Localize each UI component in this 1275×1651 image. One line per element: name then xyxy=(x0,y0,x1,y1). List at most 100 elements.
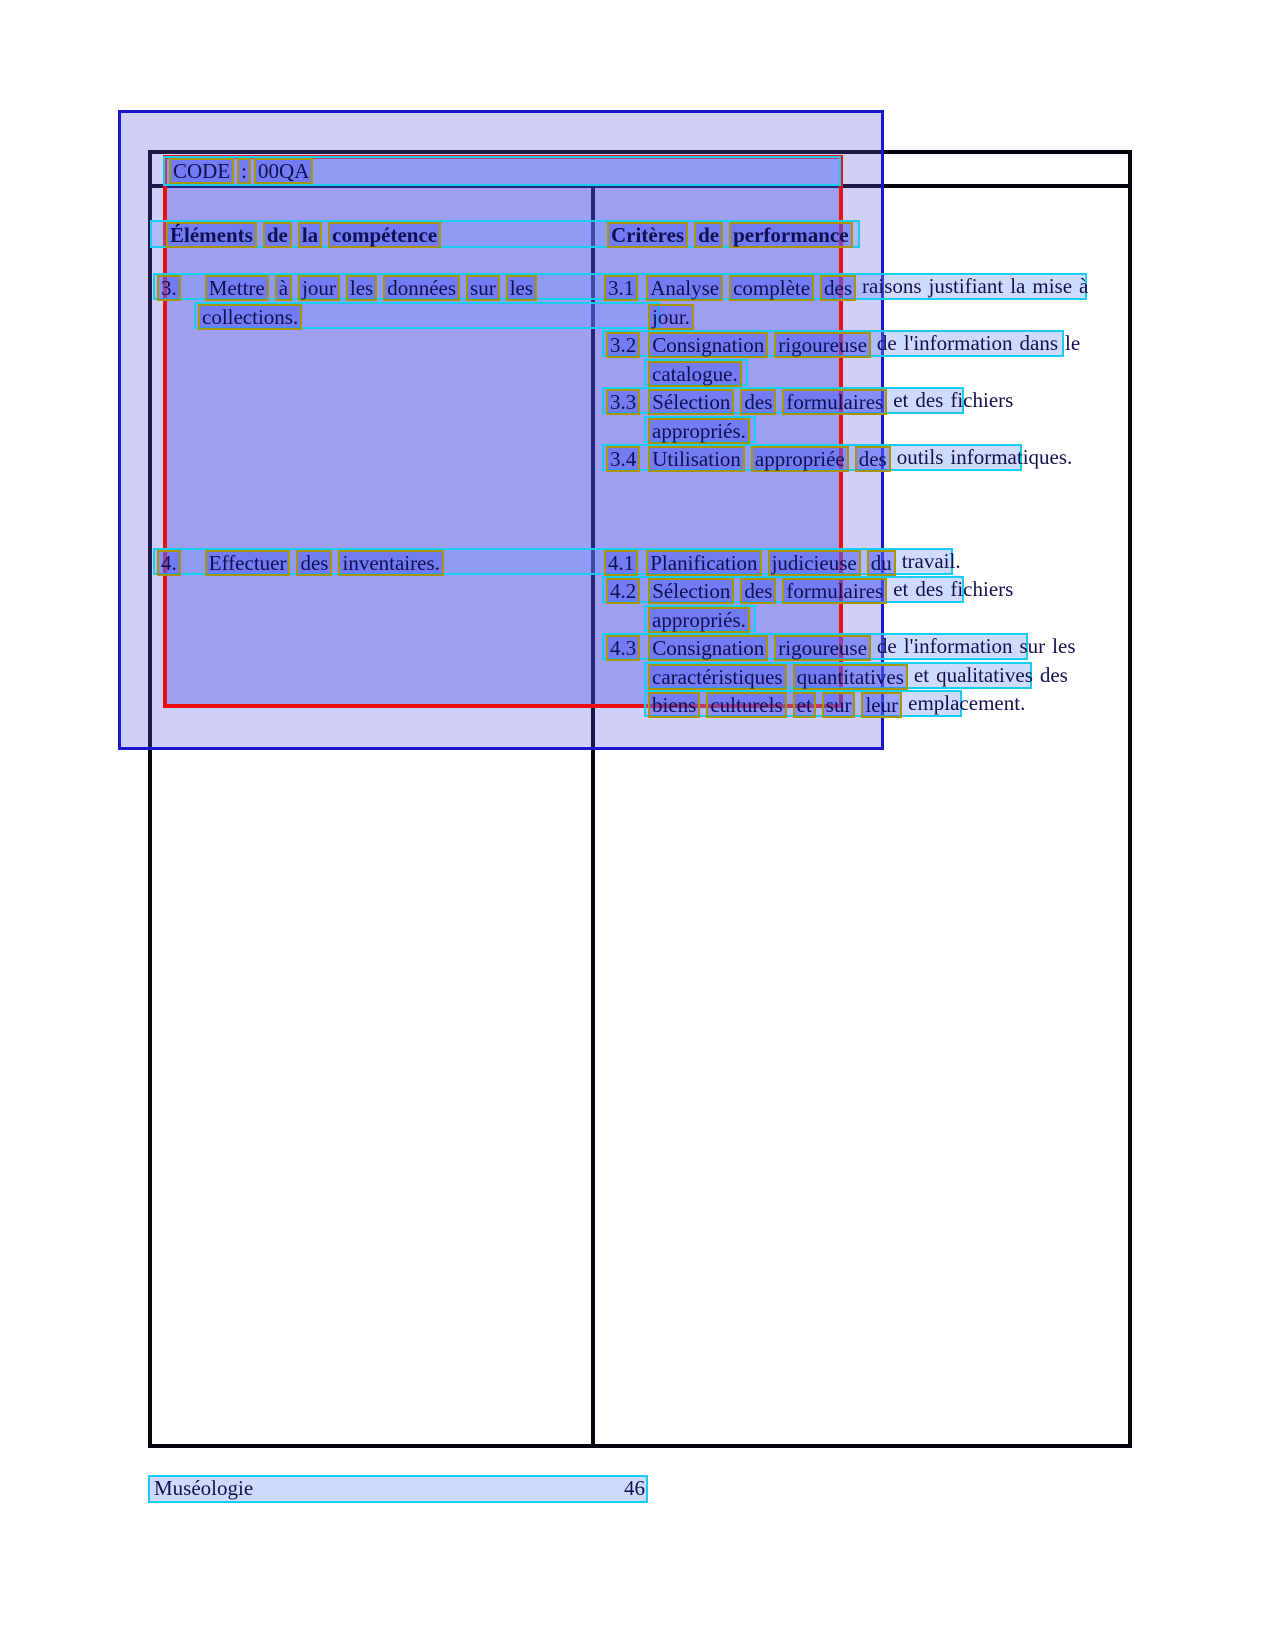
ocr-word-box: Mettre xyxy=(204,275,269,301)
ocr-line-c43a: 4.3 Consignation rigoureuse de l'information… xyxy=(602,633,1076,661)
ocr-line-segment: Éléments de la compétence xyxy=(166,222,447,248)
ocr-word-box: culturels xyxy=(706,692,787,718)
ocr-line-segment: 3. Mettre à jour les données sur les xyxy=(157,275,543,301)
ocr-line-segment: collections. xyxy=(198,304,308,330)
ocr-line-segment: 4.3 Consignation rigoureuse de l'information… xyxy=(606,635,1083,661)
ocr-word-box: Effectuer xyxy=(204,550,291,576)
ocr-line-headers: Éléments de la compétence Critères de performa… xyxy=(150,220,860,248)
competency-table-border xyxy=(148,150,1132,1448)
ocr-word: l'information xyxy=(903,331,1013,355)
ocr-line-segment: jour. xyxy=(648,304,700,330)
ocr-word: de xyxy=(876,634,897,658)
ocr-word-box: Sélection xyxy=(648,389,735,415)
ocr-line-segment: catalogue. xyxy=(648,361,748,387)
ocr-word: informatiques. xyxy=(950,445,1073,469)
ocr-word-box: CODE xyxy=(169,158,235,184)
ocr-line-segment: 4.1 Planification judicieuse du travail. xyxy=(604,550,968,576)
ocr-line-footer: Muséologie 46 xyxy=(148,1475,648,1503)
ocr-line-segment: appropriés. xyxy=(648,418,756,444)
ocr-word-box: des xyxy=(740,389,777,415)
ocr-line-c32a: 3.2 Consignation rigoureuse de l'information… xyxy=(602,330,1080,358)
ocr-word-box: appropriée xyxy=(750,446,849,472)
ocr-line-segment: 46 xyxy=(624,1477,652,1499)
ocr-line-c32b: catalogue. xyxy=(644,359,748,387)
ocr-line-c42a: 4.2 Sélection des formulaires et des fichiers xyxy=(602,576,1013,604)
ocr-line-c43c: biens culturels et sur leur emplacement. xyxy=(644,690,1025,718)
ocr-word: des xyxy=(1039,663,1068,687)
ocr-word: la xyxy=(1010,274,1026,298)
ocr-word: des xyxy=(915,388,944,412)
ocr-line-segment: 4. Effectuer des inventaires. xyxy=(157,550,450,576)
ocr-line-row4: 4. Effectuer des inventaires. 4.1 Planificati… xyxy=(153,548,961,576)
ocr-word-box: 4.3 xyxy=(606,635,641,661)
ocr-word-box: les xyxy=(345,275,378,301)
ocr-word: justifiant xyxy=(928,274,1004,298)
ocr-line-c33a: 3.3 Sélection des formulaires et des fichiers xyxy=(602,387,1013,415)
ocr-word-box: la xyxy=(297,222,323,248)
ocr-word-box: 3.4 xyxy=(606,446,641,472)
ocr-word: sur xyxy=(1019,634,1046,658)
ocr-line-segment: Muséologie xyxy=(154,1477,260,1499)
ocr-word-box: rigoureuse xyxy=(774,635,871,661)
ocr-word-box: Consignation xyxy=(648,332,769,358)
ocr-line-c34: 3.4 Utilisation appropriée des outils informa… xyxy=(602,444,1072,472)
ocr-word-box: formulaires xyxy=(782,389,888,415)
ocr-word-box: 4. xyxy=(157,550,181,576)
ocr-word-box: performance xyxy=(729,222,853,248)
ocr-word-box: les xyxy=(505,275,538,301)
ocr-line-segment: biens culturels et sur leur emplacement. xyxy=(648,692,1032,718)
ocr-word: de xyxy=(876,331,897,355)
ocr-word-box: à xyxy=(274,275,293,301)
ocr-word-box: appropriés. xyxy=(648,418,750,444)
ocr-word: et xyxy=(893,577,909,601)
ocr-word-box: 3.1 xyxy=(604,275,639,301)
ocr-word-box: Planification xyxy=(646,550,762,576)
ocr-word: 46 xyxy=(624,1476,645,1500)
ocr-word: fichiers xyxy=(950,388,1014,412)
ocr-line-code: CODE:00QA xyxy=(163,156,841,186)
ocr-line-segment: Critères de performance xyxy=(607,222,859,248)
ocr-word-box: rigoureuse xyxy=(774,332,871,358)
ocr-word-box: Analyse xyxy=(646,275,724,301)
ocr-word: outils xyxy=(896,445,944,469)
ocr-word: l'information xyxy=(903,634,1013,658)
ocr-word-box: biens xyxy=(648,692,701,718)
ocr-word-box: jour. xyxy=(648,304,694,330)
ocr-word-box: catalogue. xyxy=(648,361,742,387)
ocr-line-segment: 3.4 Utilisation appropriée des outils informa… xyxy=(606,446,1079,472)
ocr-word-box: Critères xyxy=(607,222,689,248)
ocr-word-box: de xyxy=(694,222,724,248)
ocr-word-box: 4.1 xyxy=(604,550,639,576)
ocr-word-box: inventaires. xyxy=(338,550,444,576)
ocr-word: et xyxy=(893,388,909,412)
ocr-word: les xyxy=(1052,634,1076,658)
ocr-word-box: caractéristiques xyxy=(648,664,787,690)
ocr-word-box: sur xyxy=(466,275,500,301)
ocr-word: mise xyxy=(1032,274,1073,298)
ocr-line-segment: 3.3 Sélection des formulaires et des fichiers xyxy=(606,389,1020,415)
document-highlight-overlay xyxy=(118,110,884,750)
ocr-line-segment: 4.2 Sélection des formulaires et des fichiers xyxy=(606,578,1020,604)
ocr-word-box: et xyxy=(792,692,816,718)
ocr-word-box: sur xyxy=(821,692,856,718)
ocr-word-box: 3.3 xyxy=(606,389,641,415)
ocr-word-box: Utilisation xyxy=(648,446,745,472)
ocr-word-box: jour xyxy=(298,275,340,301)
ocr-word-box: des xyxy=(740,578,777,604)
ocr-word: travail. xyxy=(901,549,961,573)
ocr-word-box: collections. xyxy=(198,304,303,330)
ocr-line-segment: 3.1 Analyse complète des raisons justifiant la… xyxy=(604,275,1095,301)
ocr-word-box: formulaires xyxy=(782,578,888,604)
ocr-word-box: Sélection xyxy=(648,578,735,604)
ocr-word-box: compétence xyxy=(328,222,442,248)
ocr-word-box: 3. xyxy=(157,275,181,301)
ocr-line-c42b: appropriés. xyxy=(644,605,756,633)
ocr-word-box: judicieuse xyxy=(767,550,861,576)
ocr-word: et xyxy=(913,663,930,687)
ocr-word: raisons xyxy=(862,274,922,298)
ocr-line-row3-1: 3. Mettre à jour les données sur les 3.1 Analyse c… xyxy=(153,273,1088,301)
ocr-word: emplacement. xyxy=(908,691,1026,715)
ocr-word-box: des xyxy=(296,550,333,576)
